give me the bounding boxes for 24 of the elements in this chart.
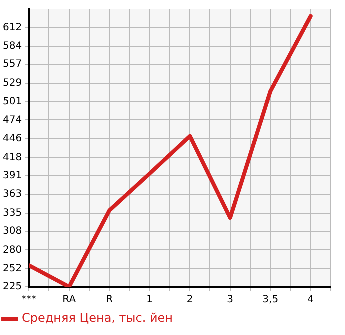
y-tick-label: 584 <box>2 41 22 52</box>
y-tick-label: 612 <box>2 22 22 34</box>
y-tick-label: 391 <box>2 170 22 182</box>
x-tick-label: 2 <box>186 294 194 306</box>
x-tick-label: 3,5 <box>262 294 279 306</box>
y-tick-label: 280 <box>2 244 22 256</box>
x-tick-label: *** <box>22 294 37 306</box>
y-tick-label: 252 <box>2 264 22 275</box>
x-tick-label: RA <box>62 294 76 306</box>
y-tick-label: 363 <box>2 189 22 200</box>
y-tick-label: 308 <box>2 226 22 237</box>
y-tick-label: 557 <box>2 59 22 70</box>
y-tick-label: 474 <box>2 114 22 126</box>
x-tick-label: 3 <box>227 294 234 306</box>
y-tick-label: 225 <box>2 282 22 293</box>
legend-label: Средняя Цена, тыс. йен <box>22 311 174 326</box>
y-tick-label: 529 <box>2 78 22 89</box>
x-tick-label: R <box>106 294 114 306</box>
x-tick-label: 4 <box>308 294 314 306</box>
y-tick-label: 446 <box>2 134 22 145</box>
y-tick-label: 335 <box>2 208 22 219</box>
y-tick-label: 418 <box>2 152 22 164</box>
y-tick-label: 501 <box>2 96 22 108</box>
x-tick-label: 1 <box>146 294 154 306</box>
